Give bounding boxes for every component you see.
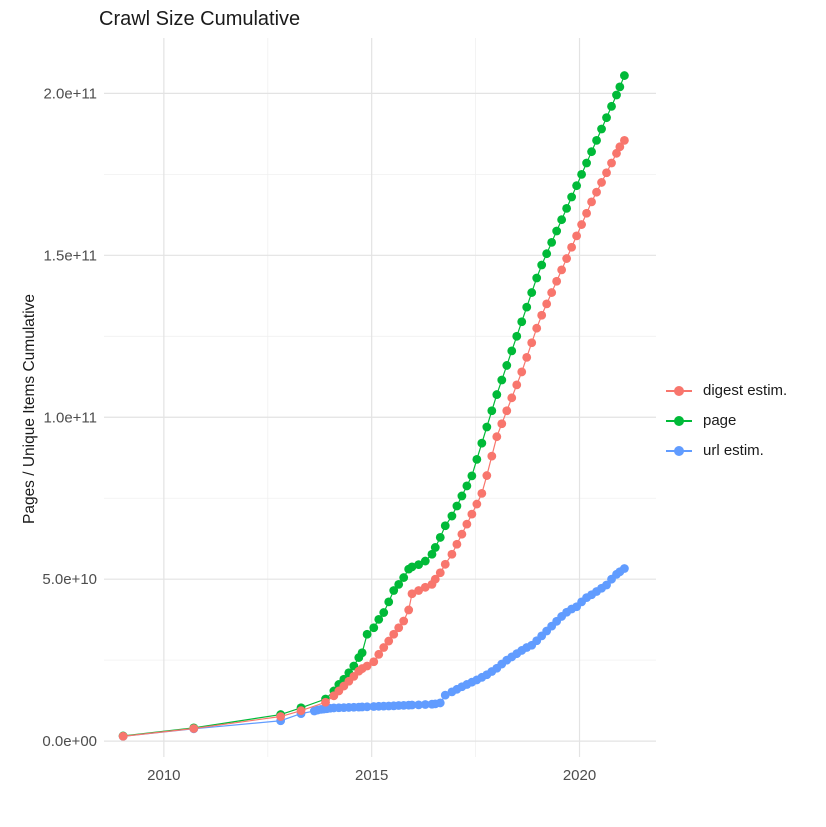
legend-dot-icon: [674, 446, 684, 456]
major-gridlines: [104, 38, 656, 757]
legend-label: page: [703, 412, 737, 429]
legend-label: digest estim.: [703, 382, 788, 399]
legend-item-page: page: [666, 410, 787, 431]
x-tick-label: 2015: [355, 767, 388, 784]
legend-dot-icon: [674, 416, 684, 426]
series-digest-estim-line: [123, 139, 625, 737]
legend-item-digest-estim: digest estim.: [666, 380, 787, 401]
chart-title: Crawl Size Cumulative: [99, 8, 301, 30]
legend: digest estim. page url estim.: [666, 380, 787, 461]
y-tick-label: 1.0e+11: [43, 409, 97, 426]
y-tick-label: 1.5e+11: [43, 247, 97, 264]
y-tick-label: 2.0e+11: [43, 85, 97, 102]
y-tick-labels: 0.0e+00 5.0e+10 1.0e+11 1.5e+11 2.0e+11: [42, 85, 97, 750]
legend-key-icon: [666, 412, 692, 429]
series-url-estim-line: [123, 568, 625, 737]
x-tick-label: 2010: [147, 767, 180, 784]
legend-key-icon: [666, 442, 692, 459]
x-tick-labels: 2010 2015 2020: [147, 767, 596, 784]
legend-dot-icon: [674, 386, 684, 396]
series-url-estim-points: [118, 564, 629, 741]
series-page-points: [118, 71, 629, 741]
minor-gridlines: [104, 38, 656, 757]
legend-label: url estim.: [703, 442, 764, 459]
y-tick-label: 0.0e+00: [42, 733, 97, 750]
legend-key-icon: [666, 382, 692, 399]
y-tick-label: 5.0e+10: [42, 571, 97, 588]
legend-item-url-estim: url estim.: [666, 440, 787, 461]
x-tick-label: 2020: [563, 767, 596, 784]
series-digest-estim-points: [118, 135, 629, 741]
